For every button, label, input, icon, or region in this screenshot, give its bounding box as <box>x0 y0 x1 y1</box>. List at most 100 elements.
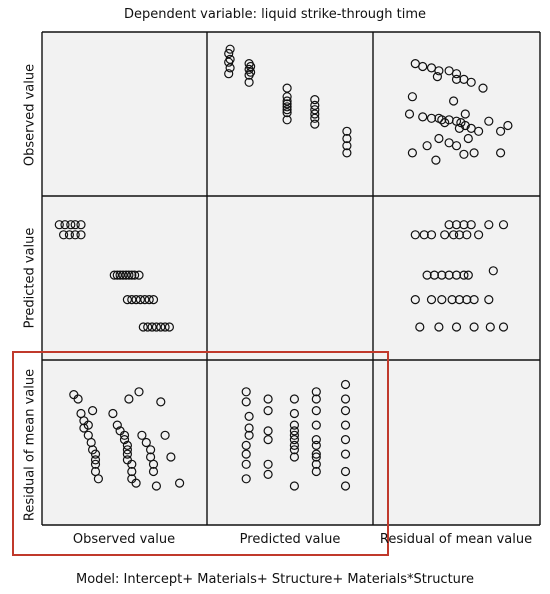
point-r1-c2-25 <box>440 230 450 240</box>
point-r1-c0-13 <box>121 270 131 280</box>
point-r2-c1-27 <box>311 452 321 462</box>
point-r0-c2-23 <box>407 148 417 158</box>
point-r2-c1-16 <box>289 452 299 462</box>
point-r1-c0-4 <box>76 220 86 230</box>
point-r0-c1-5 <box>225 44 235 54</box>
point-r2-c1-15 <box>289 481 299 491</box>
point-r1-c0-10 <box>112 270 122 280</box>
point-r1-c2-12 <box>469 295 479 305</box>
point-r1-c0-0 <box>54 220 64 230</box>
point-r1-c2-18 <box>451 270 462 280</box>
panel-r1-c0 <box>42 196 207 360</box>
point-r2-c1-20 <box>289 430 299 440</box>
point-r2-c1-12 <box>263 426 273 436</box>
point-r2-c1-7 <box>241 397 251 407</box>
point-r0-c2-21 <box>474 126 484 136</box>
point-r2-c1-25 <box>311 466 321 477</box>
point-r0-c1-29 <box>342 126 352 136</box>
point-r2-c1-17 <box>289 445 299 455</box>
point-r2-c0-28 <box>134 387 144 397</box>
point-r1-c2-34 <box>484 220 494 230</box>
point-r1-c2-4 <box>485 322 495 332</box>
point-r2-c1-38 <box>340 435 351 445</box>
point-r2-c1-13 <box>263 406 273 416</box>
point-r0-c2-34 <box>496 126 506 136</box>
point-r2-c0-22 <box>122 449 133 459</box>
point-r1-c0-25 <box>138 322 148 332</box>
point-r1-c2-35 <box>498 220 509 230</box>
point-r0-c2-9 <box>478 83 488 93</box>
model-caption: Model: Intercept+ Materials+ Structure+ … <box>76 572 474 587</box>
point-r1-c2-2 <box>451 322 462 332</box>
point-r0-c2-15 <box>437 115 447 125</box>
point-r2-c1-40 <box>340 406 351 416</box>
point-r1-c2-24 <box>426 230 437 240</box>
point-r1-c0-5 <box>58 230 69 240</box>
point-r2-c1-23 <box>289 408 299 419</box>
chart-title: Dependent variable: liquid strike-throug… <box>123 7 427 22</box>
point-r2-c0-18 <box>119 430 130 440</box>
point-r2-c1-4 <box>244 430 254 440</box>
point-r1-c0-17 <box>134 270 144 280</box>
point-r1-c2-15 <box>429 270 439 280</box>
point-r0-c1-0 <box>224 69 234 79</box>
point-r1-c0-15 <box>127 270 137 280</box>
panel-r1-c2 <box>373 196 540 360</box>
point-r0-c2-13 <box>426 113 437 123</box>
point-r0-c2-37 <box>460 109 470 119</box>
point-r2-c0-19 <box>119 435 130 445</box>
point-r2-c1-18 <box>289 440 299 450</box>
point-r2-c0-20 <box>122 440 133 450</box>
point-r1-c0-2 <box>66 220 76 230</box>
point-r1-c2-11 <box>462 295 472 305</box>
data-points <box>54 44 513 491</box>
point-r2-c0-36 <box>151 481 161 491</box>
point-r0-c1-16 <box>282 99 292 109</box>
point-r1-c2-6 <box>410 295 420 305</box>
row-label-observed: Observed value <box>22 63 38 167</box>
point-r1-c2-33 <box>466 220 476 230</box>
point-r0-c2-10 <box>432 71 442 82</box>
point-r0-c1-10 <box>246 67 256 77</box>
point-r0-c2-19 <box>460 120 470 131</box>
point-r0-c2-27 <box>451 141 462 151</box>
panel-backgrounds <box>42 32 540 525</box>
point-r1-c0-27 <box>147 322 157 332</box>
point-r1-c0-7 <box>70 230 80 240</box>
point-r1-c2-19 <box>459 270 469 280</box>
point-r1-c0-12 <box>118 270 128 280</box>
matrix-grid-lines <box>41 31 541 526</box>
point-r0-c2-29 <box>469 148 479 158</box>
row-label-residual: Residual of mean value <box>22 368 38 522</box>
point-r0-c1-4 <box>225 54 235 64</box>
point-r1-c2-5 <box>498 322 509 332</box>
point-r1-c2-9 <box>447 295 457 305</box>
point-r1-c2-21 <box>488 266 498 276</box>
point-r1-c0-8 <box>76 230 86 240</box>
point-r1-c2-8 <box>437 295 447 305</box>
point-r0-c2-30 <box>484 116 494 126</box>
point-r0-c1-28 <box>342 133 352 144</box>
point-r1-c2-26 <box>449 230 459 240</box>
point-r2-c1-33 <box>311 394 321 404</box>
point-r2-c1-11 <box>263 435 273 445</box>
point-r2-c1-42 <box>340 379 351 390</box>
point-r2-c0-29 <box>124 394 134 404</box>
point-r0-c2-31 <box>431 155 441 165</box>
point-r0-c1-17 <box>282 96 292 106</box>
point-r1-c2-20 <box>463 270 473 280</box>
panel-r2-c2 <box>373 360 540 525</box>
point-r2-c0-8 <box>90 449 101 459</box>
point-r2-c1-6 <box>244 411 254 421</box>
point-r0-c2-33 <box>503 120 513 131</box>
point-r1-c2-30 <box>444 220 454 230</box>
point-r0-c1-14 <box>282 105 292 115</box>
point-r1-c0-26 <box>143 322 153 332</box>
point-r2-c1-9 <box>263 469 273 479</box>
point-r0-c1-21 <box>310 113 320 123</box>
point-r0-c2-24 <box>422 141 432 151</box>
point-r0-c1-13 <box>282 107 292 118</box>
point-r2-c0-13 <box>87 406 98 416</box>
point-r0-c1-15 <box>282 102 292 112</box>
row-label-predicted: Predicted value <box>22 227 38 329</box>
